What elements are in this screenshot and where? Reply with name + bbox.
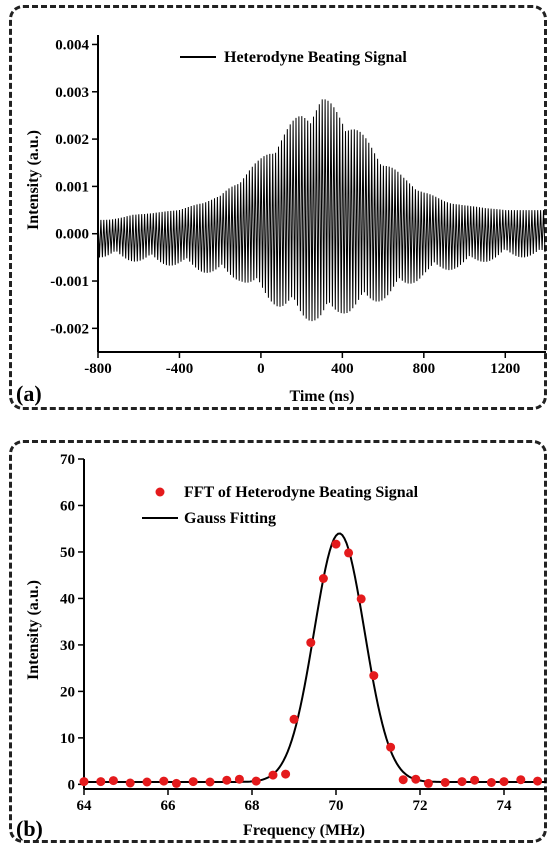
panel-a-y-tick-label: 0.002 [55,132,89,148]
panel-b-y-tick-label: 0 [68,777,76,793]
panel-b-fft-point [306,638,316,648]
panel-b-gauss-fit-line [84,532,546,783]
panel-a-frame [9,5,547,410]
panel-b-fft-point [108,776,118,786]
panel-b-y-tick-label: 20 [60,684,75,700]
panel-a-signal-line [97,99,546,322]
panel-b-fft-point [486,778,496,787]
panel-b-y-tick-label: 30 [60,638,75,654]
panel-b-fft-point [356,594,366,604]
panel-b-legend-fft-marker [155,487,165,497]
panel-b-fft-point [96,777,106,787]
panel-a-xlabel: Time (ns) [289,388,354,405]
panel-a-y-tick-label: 0.001 [55,179,89,195]
panel-b-y-tick-label: 40 [60,591,75,607]
panel-a-y-tick-label: 0.000 [55,227,89,243]
panel-b-fft-point [533,776,543,786]
panel-b-fft-point [423,778,433,788]
panel-b-y-tick-label: 70 [60,452,75,468]
panel-b-fft-point [516,775,526,785]
panel-b-x-tick-label: 68 [245,798,260,814]
panel-b-fft-point [205,777,215,787]
panel-b-fft-point [344,548,354,558]
panel-b-fft-point [251,776,261,786]
panel-b-fft-point [234,774,244,784]
panel-b-frame [9,440,547,843]
panel-a-y-tick-label: 0.004 [55,37,89,53]
panel-b-legend-fft-label: FFT of Heterodyne Beating Signal [184,484,419,501]
panel-b-fft-point [222,775,232,785]
panel-a-y-tick-label: -0.001 [50,274,89,290]
panel-b-fft-point [125,778,135,788]
panel-a-label: (a) [16,381,42,406]
panel-b-fft-point [289,714,299,724]
panel-a-y-tick-label: 0.003 [55,85,89,101]
panel-b-fft-point [159,776,169,786]
panel-b-fft-point [369,671,379,681]
panel-b-x-tick-label: 64 [77,798,93,814]
panel-b-fft-point [318,574,328,583]
panel-a-x-tick-label: 800 [413,361,436,377]
panel-b-label: (b) [16,816,43,841]
panel-b-x-tick-label: 66 [161,798,177,814]
panel-b-fft-point [79,777,89,787]
panel-b-y-tick-label: 50 [60,545,75,561]
panel-b-fft-point [499,777,509,787]
panel-b-fft-point [188,777,198,787]
panel-b-y-tick-label: 60 [60,498,75,514]
panel-b-x-tick-label: 72 [413,798,428,814]
panel-b-fft-point [142,777,152,787]
panel-b-fft-point [268,770,278,780]
panel-b-xlabel: Frequency (MHz) [243,822,365,839]
panel-a-x-tick-label: 1200 [490,361,520,377]
panel-b-ylabel: Intensity (a.u.) [25,580,42,680]
panel-b-fft-point [440,778,450,787]
panel-b-fft-point [386,742,396,752]
panel-b-fft-point [398,775,408,785]
panel-b-fft-point [470,775,480,785]
panel-b-x-tick-label: 74 [497,798,513,814]
panel-b-y-tick-label: 10 [60,731,75,747]
panel-b-fft-point [411,774,421,784]
panel-a-x-tick-label: 0 [257,361,265,377]
panel-b-fft-point [281,769,291,779]
panel-a-ylabel: Intensity (a.u.) [25,130,42,230]
panel-b-fft-point [331,539,341,549]
panel-a-y-tick-label: -0.002 [50,321,89,337]
panel-b-x-tick-label: 70 [329,798,344,814]
panel-b-fft-point [457,777,467,787]
panel-a-x-tick-label: 400 [331,361,354,377]
panel-a-legend-label: Heterodyne Beating Signal [224,49,407,66]
panel-a-x-tick-label: -400 [166,361,194,377]
panel-b-legend-gauss-label: Gauss Fitting [184,510,276,527]
panel-a-x-tick-label: -800 [84,361,112,377]
panel-b-fft-point [171,778,181,788]
